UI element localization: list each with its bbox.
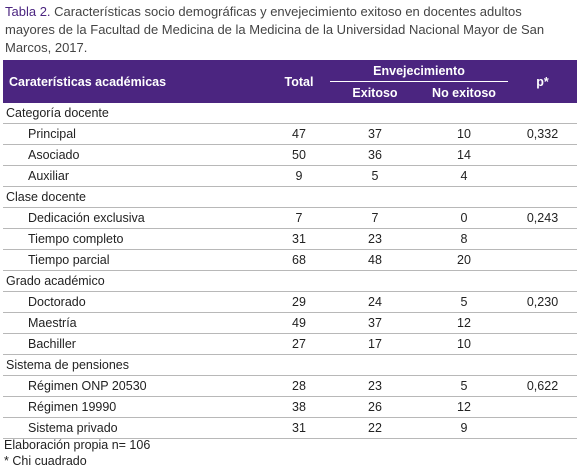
cell: 37	[330, 123, 420, 145]
caption: Tabla 2. Características socio demográfi…	[5, 3, 575, 57]
cell: 0,332	[508, 123, 577, 145]
row-label: Régimen 19990	[3, 396, 268, 418]
row-label: Régimen ONP 20530	[3, 375, 268, 397]
cell: 12	[420, 312, 508, 334]
cell: 5	[330, 165, 420, 187]
header-cell: p*	[508, 60, 577, 103]
cell: 24	[330, 291, 420, 313]
row-label: Maestría	[3, 312, 268, 334]
data-row: Auxiliar 9 5 4	[3, 165, 577, 187]
footnote: Elaboración propia n= 106	[4, 438, 151, 452]
cell: 48	[330, 249, 420, 271]
cell	[508, 144, 577, 166]
row-label: Auxiliar	[3, 165, 268, 187]
cell: 49	[268, 312, 330, 334]
cell: 5	[420, 375, 508, 397]
row-label: Asociado	[3, 144, 268, 166]
cell: 10	[420, 123, 508, 145]
cell: 20	[420, 249, 508, 271]
cell: 0,622	[508, 375, 577, 397]
data-row: Régimen ONP 20530 28 23 5 0,622	[3, 375, 577, 397]
row-label: Tiempo parcial	[3, 249, 268, 271]
cell: 7	[330, 207, 420, 229]
header-cell: Envejecimiento	[330, 60, 508, 82]
data-row: Dedicación exclusiva 7 7 0 0,243	[3, 207, 577, 229]
cell: 7	[268, 207, 330, 229]
table: Caraterísticas académicas Total Envejeci…	[3, 60, 577, 439]
data-row: Principal 47 37 10 0,332	[3, 123, 577, 145]
data-row: Bachiller 27 17 10	[3, 333, 577, 355]
cell	[508, 396, 577, 418]
group-row: Clase docente	[3, 186, 577, 208]
data-row: Asociado 50 36 14	[3, 144, 577, 166]
cell: 50	[268, 144, 330, 166]
footnote: * Chi cuadrado	[4, 454, 87, 468]
row-label: Sistema privado	[3, 417, 268, 439]
group-row: Categoría docente	[3, 103, 577, 124]
row-label: Doctorado	[3, 291, 268, 313]
cell: 23	[330, 375, 420, 397]
data-row: Tiempo parcial 68 48 20	[3, 249, 577, 271]
cell: 26	[330, 396, 420, 418]
row-label: Dedicación exclusiva	[3, 207, 268, 229]
cell: 5	[420, 291, 508, 313]
group-row: Sistema de pensiones	[3, 354, 577, 376]
header-cell: Caraterísticas académicas	[3, 60, 268, 103]
table-body: Categoría docente Principal 47 37 10 0,332 Aso…	[3, 103, 577, 439]
cell: 31	[268, 417, 330, 439]
cell	[508, 249, 577, 271]
cell: 17	[330, 333, 420, 355]
cell	[508, 228, 577, 250]
data-row: Régimen 19990 38 26 12	[3, 396, 577, 418]
cell: 68	[268, 249, 330, 271]
group-label: Grado académico	[3, 270, 577, 292]
cell: 12	[420, 396, 508, 418]
cell: 0,243	[508, 207, 577, 229]
cell: 4	[420, 165, 508, 187]
cell	[508, 312, 577, 334]
cell: 36	[330, 144, 420, 166]
cell: 10	[420, 333, 508, 355]
cell: 37	[330, 312, 420, 334]
group-label: Sistema de pensiones	[3, 354, 577, 376]
cell	[508, 333, 577, 355]
row-label: Principal	[3, 123, 268, 145]
data-row: Sistema privado 31 22 9	[3, 417, 577, 439]
cell: 31	[268, 228, 330, 250]
cell: 27	[268, 333, 330, 355]
header-cell: Exitoso	[330, 81, 420, 103]
cell: 14	[420, 144, 508, 166]
caption-label: Tabla 2.	[5, 4, 51, 19]
cell: 47	[268, 123, 330, 145]
row-label: Tiempo completo	[3, 228, 268, 250]
data-row: Doctorado 29 24 5 0,230	[3, 291, 577, 313]
cell: 28	[268, 375, 330, 397]
row-label: Bachiller	[3, 333, 268, 355]
group-label: Clase docente	[3, 186, 577, 208]
footnotes: Elaboración propia n= 106 * Chi cuadrado	[4, 437, 150, 469]
data-row: Maestría 49 37 12	[3, 312, 577, 334]
cell: 23	[330, 228, 420, 250]
cell	[508, 165, 577, 187]
caption-text: Características socio demográficas y env…	[5, 4, 545, 55]
cell: 0,230	[508, 291, 577, 313]
cell: 8	[420, 228, 508, 250]
group-row: Grado académico	[3, 270, 577, 292]
cell: 9	[268, 165, 330, 187]
cell: 0	[420, 207, 508, 229]
header-cell: No exitoso	[420, 81, 508, 103]
group-label: Categoría docente	[3, 103, 577, 124]
header-cell: Total	[268, 60, 330, 103]
cell: 29	[268, 291, 330, 313]
cell: 38	[268, 396, 330, 418]
cell: 22	[330, 417, 420, 439]
cell	[508, 417, 577, 439]
cell: 9	[420, 417, 508, 439]
data-row: Tiempo completo 31 23 8	[3, 228, 577, 250]
